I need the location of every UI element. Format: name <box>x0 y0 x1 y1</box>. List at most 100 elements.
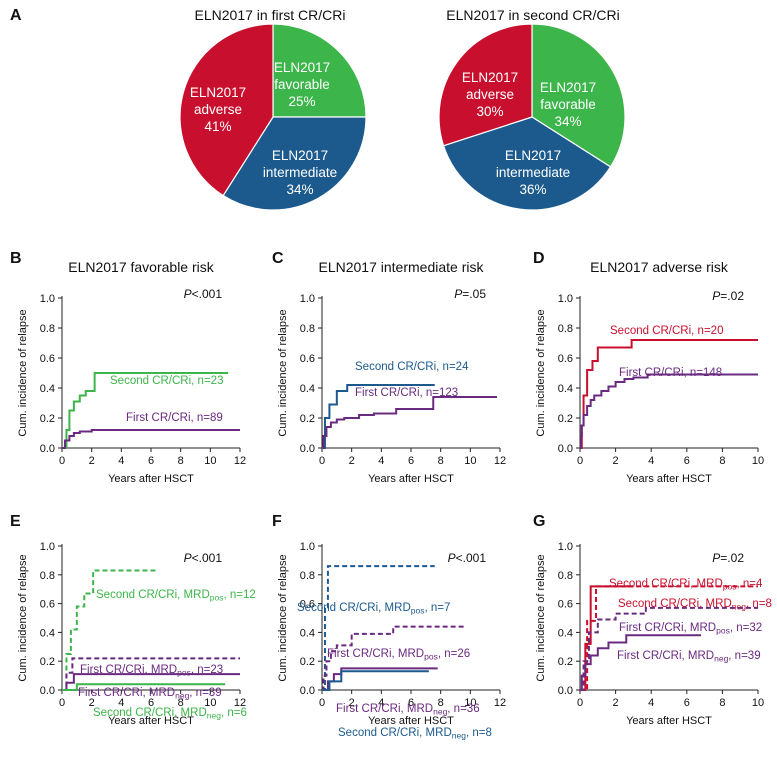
series-line-2 <box>322 625 466 691</box>
series-label-2: First CR/CRi, MRDpos, n=26 <box>327 648 470 662</box>
series-suffix: , n=39 <box>189 687 221 699</box>
series-suffix: , n=23 <box>191 664 223 676</box>
x-axis-label: Years after HSCT <box>626 473 712 485</box>
series-label-4: Second CR/CRi, MRDneg, n=6 <box>93 707 247 721</box>
series-line-2 <box>62 429 240 449</box>
series-line-1 <box>62 372 229 449</box>
chart-panel-c: ELN2017 intermediate risk 0.0 0.2 0.4 0.6 0.8… <box>277 259 506 485</box>
series-suffix: , n=7 <box>424 602 450 614</box>
y-tick-label: 0.6 <box>40 353 55 365</box>
x-tick-label: 12 <box>234 697 246 709</box>
series-name: Second CR/CRi, MRD <box>93 707 207 719</box>
series-label-1: Second CR/CRi, n=23 <box>110 375 223 387</box>
x-tick-label: 10 <box>204 697 216 709</box>
x-axis-label: Years after HSCT <box>626 715 712 727</box>
series-suffix: , n=26 <box>438 648 470 660</box>
x-tick-label: 2 <box>613 455 619 467</box>
y-tick-label: 0.2 <box>300 656 315 668</box>
y-tick-label: 0.2 <box>40 413 55 425</box>
pie-slice-adverse <box>438 23 533 147</box>
series-name: Second CR/CRi, n=20 <box>610 325 723 337</box>
pie-chart-second-cr: ELN2017 in second CR/CRi ELN2017 favorable… <box>438 7 626 211</box>
panel-label-c: C <box>272 250 284 267</box>
pie-slice-favorable <box>272 23 367 118</box>
x-tick-label: 4 <box>118 697 124 709</box>
series-line-3 <box>580 606 758 691</box>
series-subscript: neg <box>175 691 189 701</box>
panel-label-e: E <box>10 513 21 530</box>
y-tick-label: 1.0 <box>40 541 55 553</box>
chart-panel-e: 0.0 0.2 0.4 0.6 0.8 1.0 0 2 4 6 8 10 12 Years after H… <box>17 541 256 727</box>
series-line-1 <box>580 339 758 449</box>
pie-label-favorable-text: ELN2017 <box>274 60 330 75</box>
x-tick-label: 10 <box>204 455 216 467</box>
series-line-2 <box>322 396 498 449</box>
series-suffix: , n=6 <box>221 707 247 719</box>
series-subscript: pos <box>411 606 425 616</box>
series-name: Second CR/CRi, MRD <box>297 602 411 614</box>
series-label-3: First CR/CRi, MRDneg, n=36 <box>336 703 480 717</box>
series-label-4: First CR/CRi, MRDneg, n=39 <box>617 650 761 664</box>
x-tick-label: 6 <box>408 697 414 709</box>
pie-title: ELN2017 in second CR/CRi <box>446 7 620 23</box>
pie-label-intermediate-pct: 36% <box>519 182 546 197</box>
pie-label-favorable-text: favorable <box>274 77 330 92</box>
x-tick-label: 6 <box>408 455 414 467</box>
y-axis-label: Cum. incidence of relapse <box>535 554 547 681</box>
y-axis-label: Cum. incidence of relapse <box>17 309 29 436</box>
series-name: First CR/CRi, n=123 <box>355 387 458 399</box>
series-name: First CR/CRi, MRD <box>80 664 177 676</box>
x-tick-label: 0 <box>59 455 65 467</box>
series-name: Second CR/CRi, n=24 <box>355 361 469 373</box>
series-label-3: First CR/CRi, MRDneg, n=39 <box>78 687 222 701</box>
p-value-text: =.02 <box>720 551 744 565</box>
x-tick-label: 10 <box>464 455 476 467</box>
pie-label-favorable-text: ELN2017 <box>540 80 596 95</box>
series-name: Second CR/CRi, MRD <box>338 727 452 739</box>
y-tick-label: 0.6 <box>300 353 315 365</box>
x-tick-label: 8 <box>178 697 184 709</box>
series-suffix: , n=32 <box>730 622 762 634</box>
y-tick-label: 0.2 <box>300 413 315 425</box>
y-tick-label: 0.6 <box>300 599 315 611</box>
series-suffix: , n=8 <box>466 727 492 739</box>
x-tick-label: 0 <box>319 697 325 709</box>
y-tick-label: 0.8 <box>558 570 573 582</box>
series-label-2: First CR/CRi, n=148 <box>619 367 722 379</box>
series-label-1: Second CR/CRi, MRDpos, n=7 <box>297 602 450 616</box>
series-subscript: pos <box>177 668 191 678</box>
series-name: First CR/CRi, MRD <box>617 650 714 662</box>
x-tick-label: 8 <box>438 455 444 467</box>
series-suffix: , n=36 <box>447 703 479 715</box>
x-tick-label: 4 <box>118 455 124 467</box>
series-suffix: , n=39 <box>728 650 760 662</box>
x-tick-label: 8 <box>178 455 184 467</box>
series-line-4 <box>580 634 702 691</box>
series-name: First CR/CRi, n=89 <box>126 412 223 424</box>
chart-panel-b: ELN2017 favorable risk 0.0 0.2 0.4 0.6 0.8 1.0… <box>17 259 246 485</box>
series-name: Second CR/CRi, n=23 <box>110 375 223 387</box>
series-label-2: First CR/CRi, MRDpos, n=23 <box>80 664 223 678</box>
series-subscript: pos <box>723 582 737 592</box>
pie-label-favorable-pct: 34% <box>554 114 581 129</box>
panel-labels: A B C D E F G <box>10 7 545 530</box>
series-name: First CR/CRi, MRD <box>336 703 433 715</box>
p-value: P=.02 <box>712 289 744 303</box>
p-value: P<.001 <box>184 287 223 301</box>
x-tick-label: 0 <box>59 697 65 709</box>
y-tick-label: 1.0 <box>558 541 573 553</box>
y-tick-label: 0.4 <box>558 383 573 395</box>
y-tick-label: 0.2 <box>558 656 573 668</box>
series-label-1: Second CR/CRi, MRDpos, n=12 <box>96 589 256 603</box>
x-tick-label: 10 <box>752 697 764 709</box>
x-tick-label: 12 <box>494 697 506 709</box>
y-tick-label: 0.4 <box>40 383 55 395</box>
pie-label-adverse-text: adverse <box>194 102 242 117</box>
chart-title: ELN2017 favorable risk <box>68 259 215 275</box>
x-tick-label: 0 <box>577 455 583 467</box>
series-subscript: pos <box>424 652 438 662</box>
series-label-1: Second CR/CRi, n=24 <box>355 361 469 373</box>
p-value-letter: P <box>712 551 720 565</box>
series-line-4 <box>322 670 429 691</box>
